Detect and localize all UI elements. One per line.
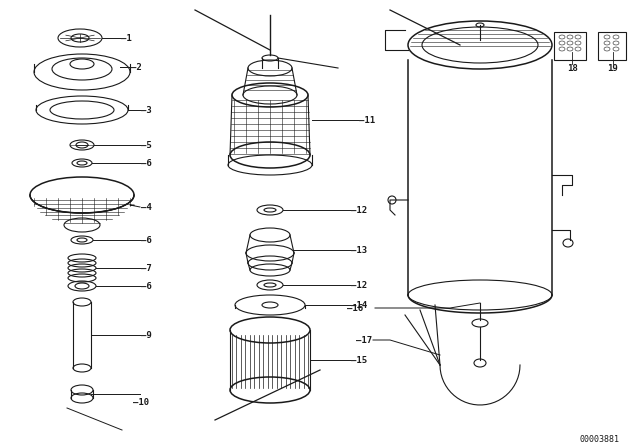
Text: –2: –2 [131,63,141,72]
Text: –7: –7 [141,263,152,272]
Text: 18: 18 [566,64,577,73]
Text: –15: –15 [351,356,367,365]
Text: 19: 19 [607,64,618,73]
Text: –6: –6 [141,159,152,168]
Bar [598,32,626,60]
Text: –12: –12 [351,206,367,215]
Text: –17: –17 [356,336,372,345]
Text: 00003881: 00003881 [580,435,620,444]
Text: –10: –10 [133,397,149,406]
Text: –13: –13 [351,246,367,254]
Text: –5: –5 [141,141,152,150]
Text: –3: –3 [141,105,152,115]
Text: –4: –4 [141,202,152,211]
Text: –14: –14 [351,301,367,310]
Text: –16: –16 [347,303,363,313]
Text: –6: –6 [141,236,152,245]
Text: –1: –1 [121,34,132,43]
Text: –12: –12 [351,280,367,289]
Text: –9: –9 [141,331,152,340]
Bar [554,32,586,60]
Text: –6: –6 [141,281,152,290]
Text: –11: –11 [359,116,375,125]
